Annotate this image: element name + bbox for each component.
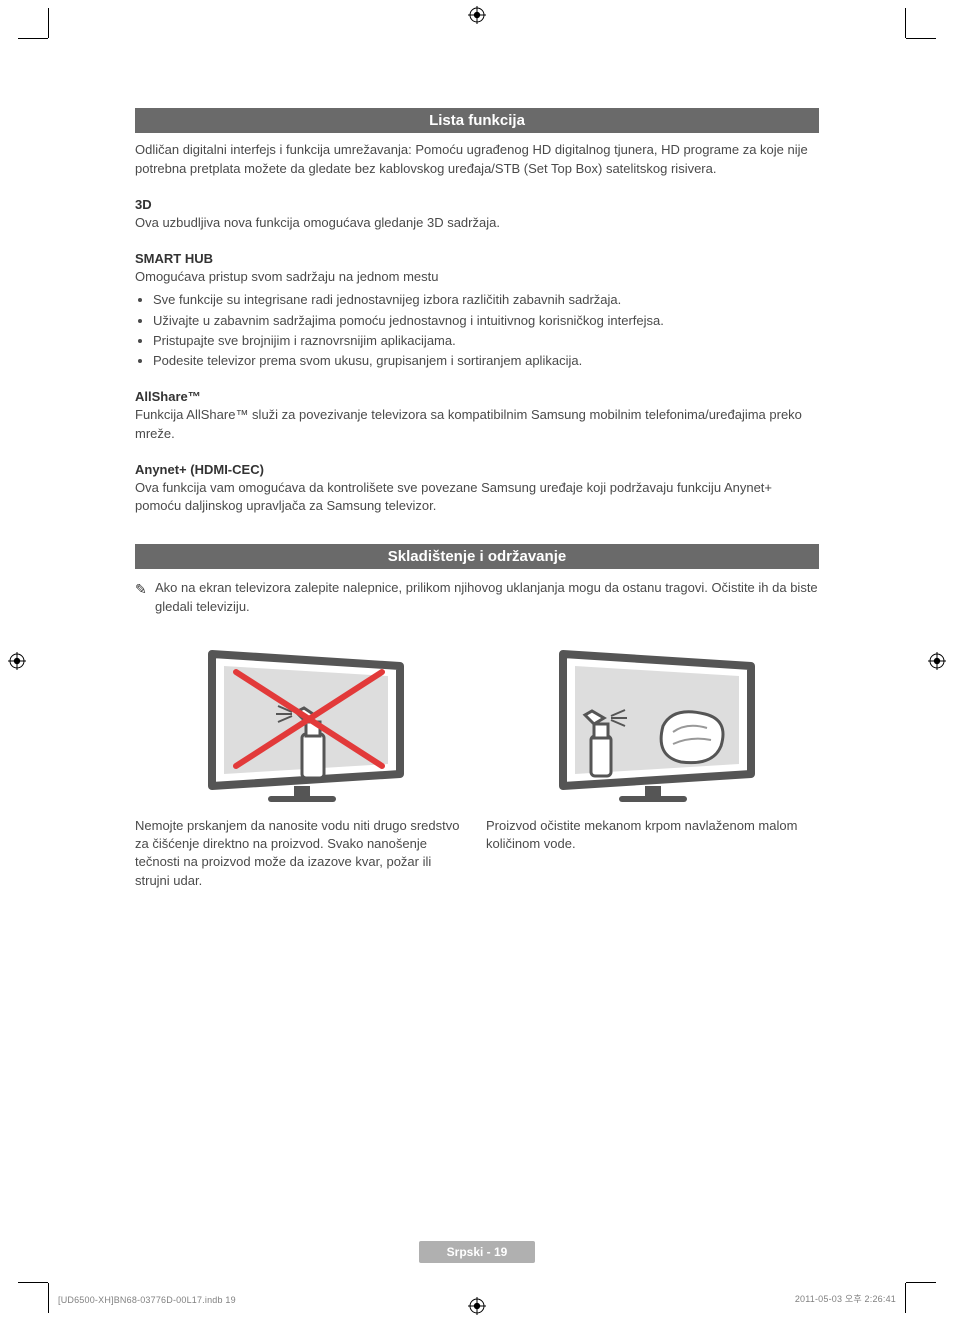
image-row: Nemojte prskanjem da nanosite vodu niti …: [135, 631, 819, 890]
crop-tick: [18, 1282, 48, 1283]
feature-title-allshare: AllShare™: [135, 389, 819, 404]
feature-text-3d: Ova uzbudljiva nova funkcija omogućava g…: [135, 214, 819, 233]
crop-tick: [48, 8, 49, 38]
note-row: ✎ Ako na ekran televizora zalepite nalep…: [135, 579, 819, 617]
registration-mark-icon: [468, 1297, 486, 1315]
crop-tick: [906, 1282, 936, 1283]
footer-language-page-label: Srpski - 19: [419, 1241, 536, 1263]
illustration-spray-prohibited: [135, 631, 468, 811]
feature-text-allshare: Funkcija AllShare™ služi za povezivanje …: [135, 406, 819, 444]
note-text: Ako na ekran televizora zalepite nalepni…: [155, 579, 819, 617]
footer-language-page: Srpski - 19: [0, 1241, 954, 1263]
registration-mark-icon: [8, 652, 26, 670]
intro-text: Odličan digitalni interfejs i funkcija u…: [135, 141, 819, 179]
registration-mark-icon: [468, 6, 486, 24]
list-item: Uživajte u zabavnim sadržajima pomoću je…: [153, 311, 819, 331]
crop-tick: [48, 1283, 49, 1313]
print-slug-right: 2011-05-03 오후 2:26:41: [795, 1292, 896, 1305]
feature-title-3d: 3D: [135, 197, 819, 212]
page: Lista funkcija Odličan digitalni interfe…: [0, 0, 954, 1321]
section-header-skladistenje: Skladištenje i održavanje: [135, 544, 819, 569]
feature-title-anynet: Anynet+ (HDMI-CEC): [135, 462, 819, 477]
note-icon: ✎: [135, 579, 155, 600]
registration-mark-icon: [928, 652, 946, 670]
caption-left: Nemojte prskanjem da nanosite vodu niti …: [135, 817, 468, 890]
feature-title-smart-hub: SMART HUB: [135, 251, 819, 266]
image-col-left: Nemojte prskanjem da nanosite vodu niti …: [135, 631, 468, 890]
section-header-lista-funkcija: Lista funkcija: [135, 108, 819, 133]
caption-right: Proizvod očistite mekanom krpom navlažen…: [486, 817, 819, 853]
crop-tick: [905, 8, 906, 38]
crop-tick: [906, 38, 936, 39]
image-col-right: Proizvod očistite mekanom krpom navlažen…: [486, 631, 819, 890]
list-item: Pristupajte sve brojnijim i raznovrsniji…: [153, 331, 819, 351]
content-area: Lista funkcija Odličan digitalni interfe…: [135, 108, 819, 890]
crop-tick: [905, 1283, 906, 1313]
print-slug-left: [UD6500-XH]BN68-03776D-00L17.indb 19: [58, 1295, 236, 1305]
list-item: Podesite televizor prema svom ukusu, gru…: [153, 351, 819, 371]
feature-text-smart-hub: Omogućava pristup svom sadržaju na jedno…: [135, 268, 819, 287]
illustration-wipe-cloth: [486, 631, 819, 811]
crop-tick: [18, 38, 48, 39]
feature-text-anynet: Ova funkcija vam omogućava da kontroliše…: [135, 479, 819, 517]
list-item: Sve funkcije su integrisane radi jednost…: [153, 290, 819, 310]
feature-list-smart-hub: Sve funkcije su integrisane radi jednost…: [135, 290, 819, 371]
